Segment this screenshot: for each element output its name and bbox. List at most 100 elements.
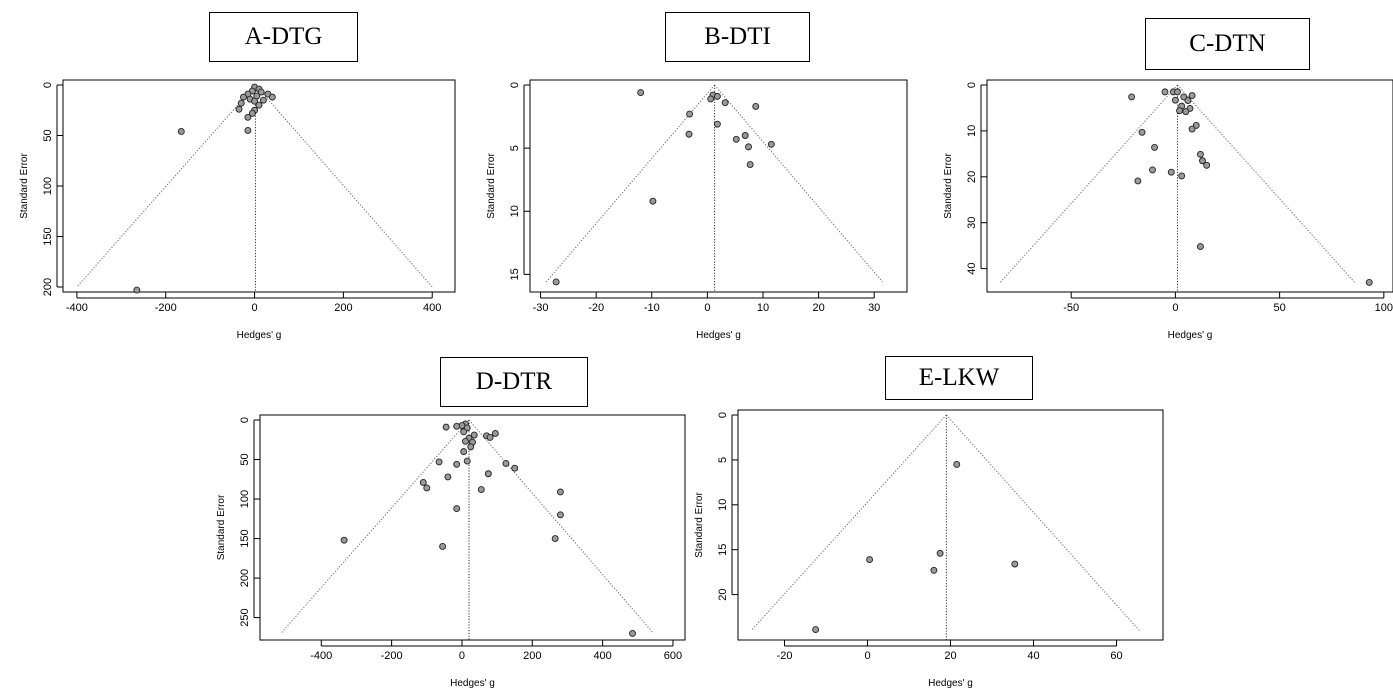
study-point [1176,107,1184,115]
study-point [1203,161,1211,169]
y-tick-label: 0 [239,417,251,423]
y-tick-label: 10 [509,205,521,217]
study-point [255,101,263,109]
y-tick-label: 5 [509,145,521,151]
x-tick-label: -400 [66,302,88,314]
study-point [463,457,471,465]
y-axis-label: Standard Error [19,153,30,219]
study-point [1011,560,1019,568]
study-point [237,99,245,107]
study-point [1138,128,1146,136]
study-point [1196,150,1204,158]
funnel-plot-2: -30 -20 -10 0 10 20 30 0 5 10 15 Hedges' g Standard … [486,79,908,341]
y-tick-label: 0 [966,82,978,88]
study-point [491,429,499,437]
study-point [240,93,247,101]
x-axis-label: Hedges' g [1168,330,1213,341]
study-point [866,556,874,564]
study-point [235,105,243,113]
study-point [453,422,461,430]
y-tick-label: 100 [239,490,251,508]
panel-title-b: B-DTI [665,12,810,62]
study-point [649,197,657,205]
x-tick-label: 10 [757,302,769,314]
study-point [1188,92,1196,100]
panel-title-d: D-DTR [440,357,588,407]
x-tick-label: 30 [868,302,880,314]
study-point [1182,108,1190,116]
x-axis-label: Hedges' g [696,330,741,341]
study-point [1199,157,1206,165]
x-tick-label: 60 [1110,650,1122,662]
x-tick-label: -10 [644,302,660,314]
funnel-plot-1: -400 -200 0 200 400 0 50 100 150 200 Hedges' g Stan… [19,79,456,341]
x-tick-label: -30 [533,302,549,314]
y-tick-label: 10 [966,125,978,137]
study-point [721,99,729,107]
x-tick-label: 20 [944,650,956,662]
y-tick-label: 0 [509,82,521,88]
funnel-boundary-right [714,84,883,283]
study-point [1365,278,1373,286]
x-tick-label: 0 [251,302,257,314]
panel-title-c: C-DTN [1145,18,1310,70]
x-axis-label: Hedges' g [928,678,973,689]
study-point [767,140,775,148]
y-tick-label: 40 [966,263,978,275]
y-tick-label: 10 [717,499,729,511]
funnel-boundary-left [76,84,256,288]
study-point [435,458,443,466]
y-tick-label: 50 [42,129,54,141]
x-tick-label: 400 [423,302,441,314]
study-point [470,431,478,439]
study-point [439,543,447,550]
study-point [752,103,760,110]
funnel-plot-5: -20 0 20 40 60 0 5 10 15 20 Hedges' g Standard Erro… [694,409,1164,689]
study-point [686,110,694,118]
study-point [930,566,938,574]
x-axis-label: Hedges' g [237,330,282,341]
x-tick-label: 40 [1027,650,1039,662]
study-point [953,460,961,468]
y-tick-label: 15 [509,268,521,280]
study-point [251,97,259,105]
study-point [419,478,427,486]
funnel-boundary-left [545,84,715,283]
study-point [1149,166,1156,174]
study-point [460,428,468,436]
study-point [713,92,721,100]
funnel-boundary-left [280,419,470,634]
study-point [462,437,469,445]
x-tick-label: 20 [812,302,824,314]
study-point [453,505,461,512]
y-tick-label: 100 [42,177,54,195]
y-tick-label: 150 [239,529,251,547]
study-point [486,433,494,441]
study-point [133,286,141,294]
study-point [745,143,752,151]
plot-frame [62,79,456,293]
study-point [340,536,348,544]
y-tick-label: 50 [239,453,251,465]
y-tick-label: 150 [42,227,54,245]
x-tick-label: -200 [381,650,403,662]
funnel-boundary-right [945,414,1140,631]
study-point [177,128,185,135]
funnel-plot-3: -50 0 50 100 0 10 20 30 40 Hedges' g Standard Erro… [943,79,1393,341]
study-point [1151,143,1159,151]
study-point [511,464,519,472]
study-point [257,88,265,96]
study-point [812,626,820,634]
y-tick-label: 250 [239,608,251,626]
plot-frame [986,79,1393,293]
study-point [477,486,485,494]
y-tick-label: 200 [42,278,54,296]
study-point [551,535,559,543]
study-point [1134,177,1142,185]
plot-frame [529,79,908,293]
study-point [746,161,754,168]
y-axis-label: Standard Error [943,153,954,219]
funnel-boundary-left [999,84,1178,283]
study-point [244,113,252,121]
